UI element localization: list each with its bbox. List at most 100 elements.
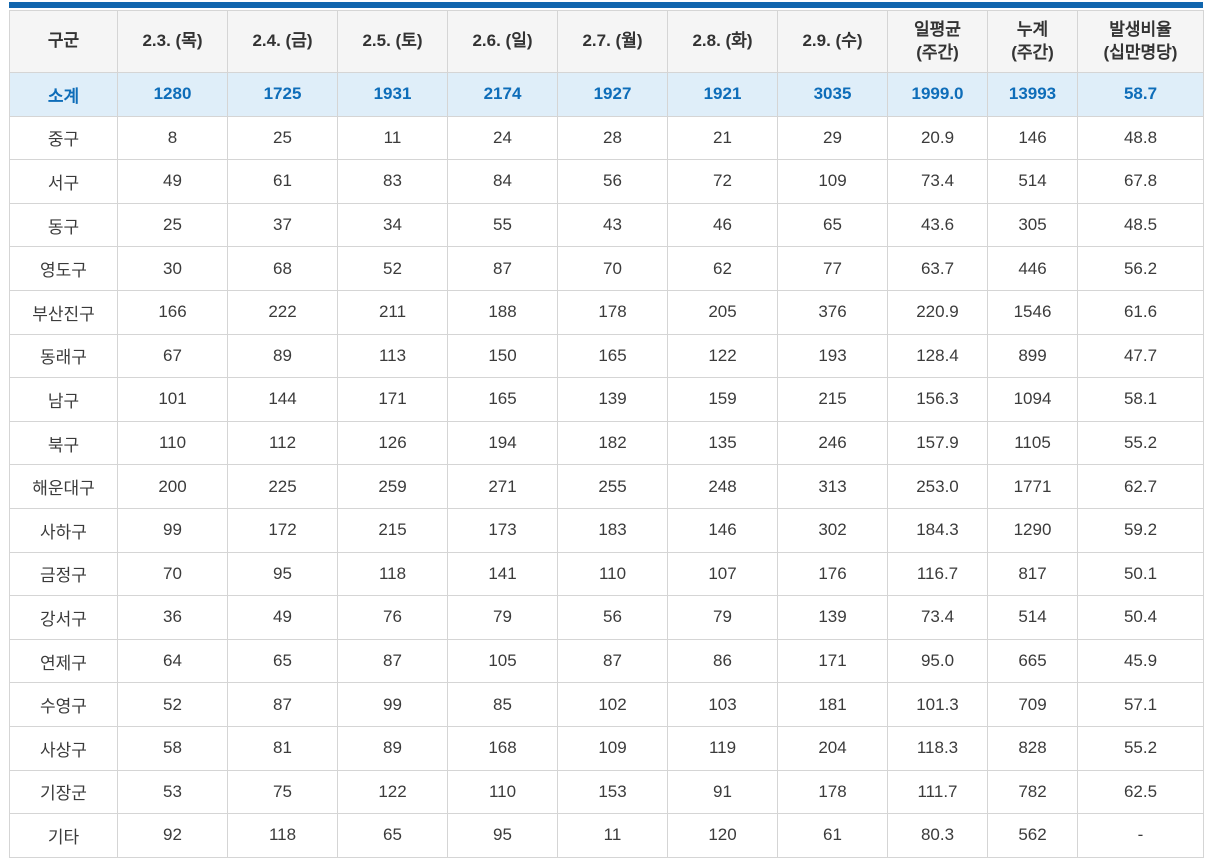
- value-cell: 34: [337, 202, 448, 248]
- value-cell: 144: [227, 377, 338, 422]
- table-row: 사상구 58 81 89 168 109 119 204 118.3 828 55.2: [9, 725, 1204, 771]
- value-cell: 193: [777, 333, 888, 379]
- value-cell: 150: [447, 333, 558, 379]
- value-cell: 376: [777, 289, 888, 335]
- header-row: 구군 2.3. (목) 2.4. (금) 2.5. (토) 2.6. (일) 2.7. (…: [9, 10, 1204, 73]
- value-cell: 56: [557, 159, 668, 204]
- value-cell: 67.8: [1077, 159, 1204, 204]
- value-cell: 50.1: [1077, 551, 1204, 597]
- value-cell: 36: [117, 595, 228, 640]
- value-cell: 122: [667, 333, 778, 379]
- value-cell: 56.2: [1077, 246, 1204, 291]
- value-cell: 168: [447, 725, 558, 771]
- value-cell: 166: [117, 289, 228, 335]
- value-cell: 211: [337, 289, 448, 335]
- value-cell: 156.3: [887, 377, 988, 422]
- value-cell: 43.6: [887, 202, 988, 248]
- column-header: 발생비율 (십만명당): [1077, 10, 1204, 73]
- value-cell: 72: [667, 159, 778, 204]
- value-cell: 95: [227, 551, 338, 597]
- value-cell: 899: [987, 333, 1078, 379]
- district-name-cell: 부산진구: [9, 289, 118, 335]
- value-cell: 204: [777, 725, 888, 771]
- table-top-accent-bar: [9, 2, 1203, 8]
- value-cell: 1999.0: [887, 72, 988, 117]
- value-cell: 118.3: [887, 725, 988, 771]
- value-cell: 817: [987, 551, 1078, 597]
- value-cell: 139: [557, 377, 668, 422]
- value-cell: 75: [227, 769, 338, 815]
- value-cell: 828: [987, 725, 1078, 771]
- district-name-cell: 해운대구: [9, 464, 118, 509]
- value-cell: 1546: [987, 289, 1078, 335]
- value-cell: 562: [987, 813, 1078, 858]
- value-cell: 171: [777, 638, 888, 684]
- value-cell: 65: [777, 202, 888, 248]
- value-cell: 46: [667, 202, 778, 248]
- value-cell: 61.6: [1077, 289, 1204, 335]
- table-row: 금정구 70 95 118 141 110 107 176 116.7 817 50.1: [9, 551, 1204, 597]
- value-cell: 50.4: [1077, 595, 1204, 640]
- value-cell: 11: [557, 813, 668, 858]
- table-row: 중구 8 25 11 24 28 21 29 20.9 146 48.8: [9, 115, 1204, 161]
- district-name-cell: 북구: [9, 420, 118, 466]
- value-cell: 146: [667, 507, 778, 553]
- value-cell: 2174: [447, 72, 558, 117]
- value-cell: 56: [557, 595, 668, 640]
- value-cell: 120: [667, 813, 778, 858]
- district-name-cell: 소계: [9, 72, 118, 117]
- table-row: 사하구 99 172 215 173 183 146 302 184.3 1290 59.2: [9, 507, 1204, 553]
- value-cell: 65: [227, 638, 338, 684]
- value-cell: 118: [227, 813, 338, 858]
- column-header: 2.4. (금): [227, 10, 338, 73]
- value-cell: 95: [447, 813, 558, 858]
- value-cell: 1094: [987, 377, 1078, 422]
- value-cell: 107: [667, 551, 778, 597]
- value-cell: 183: [557, 507, 668, 553]
- value-cell: 112: [227, 420, 338, 466]
- column-header: 2.3. (목): [117, 10, 228, 73]
- district-name-cell: 사하구: [9, 507, 118, 553]
- value-cell: 113: [337, 333, 448, 379]
- value-cell: 83: [337, 159, 448, 204]
- value-cell: 57.1: [1077, 682, 1204, 727]
- value-cell: 21: [667, 115, 778, 161]
- value-cell: 165: [447, 377, 558, 422]
- value-cell: 101.3: [887, 682, 988, 727]
- value-cell: 248: [667, 464, 778, 509]
- value-cell: 68: [227, 246, 338, 291]
- value-cell: 29: [777, 115, 888, 161]
- column-header: 2.7. (월): [557, 10, 668, 73]
- district-name-cell: 사상구: [9, 725, 118, 771]
- column-header: 누계 (주간): [987, 10, 1078, 73]
- column-header: 2.6. (일): [447, 10, 558, 73]
- table-row: 북구 110 112 126 194 182 135 246 157.9 1105 55.2: [9, 420, 1204, 466]
- value-cell: 8: [117, 115, 228, 161]
- value-cell: 110: [557, 551, 668, 597]
- value-cell: 305: [987, 202, 1078, 248]
- value-cell: 141: [447, 551, 558, 597]
- table-row: 동래구 67 89 113 150 165 122 193 128.4 899 47.7: [9, 333, 1204, 379]
- value-cell: 45.9: [1077, 638, 1204, 684]
- table-row: 부산진구 166 222 211 188 178 205 376 220.9 1546 61.6: [9, 289, 1204, 335]
- table-row: 영도구 30 68 52 87 70 62 77 63.7 446 56.2: [9, 246, 1204, 291]
- value-cell: 122: [337, 769, 448, 815]
- value-cell: 61: [777, 813, 888, 858]
- column-header: 구군: [9, 10, 118, 73]
- district-name-cell: 동구: [9, 202, 118, 248]
- value-cell: 126: [337, 420, 448, 466]
- value-cell: 1771: [987, 464, 1078, 509]
- value-cell: 102: [557, 682, 668, 727]
- table-row: 연제구 64 65 87 105 87 86 171 95.0 665 45.9: [9, 638, 1204, 684]
- value-cell: 65: [337, 813, 448, 858]
- value-cell: 49: [117, 159, 228, 204]
- value-cell: 259: [337, 464, 448, 509]
- value-cell: 146: [987, 115, 1078, 161]
- district-name-cell: 기타: [9, 813, 118, 858]
- value-cell: 95.0: [887, 638, 988, 684]
- value-cell: 109: [557, 725, 668, 771]
- value-cell: 182: [557, 420, 668, 466]
- value-cell: 52: [337, 246, 448, 291]
- value-cell: 55.2: [1077, 420, 1204, 466]
- value-cell: 153: [557, 769, 668, 815]
